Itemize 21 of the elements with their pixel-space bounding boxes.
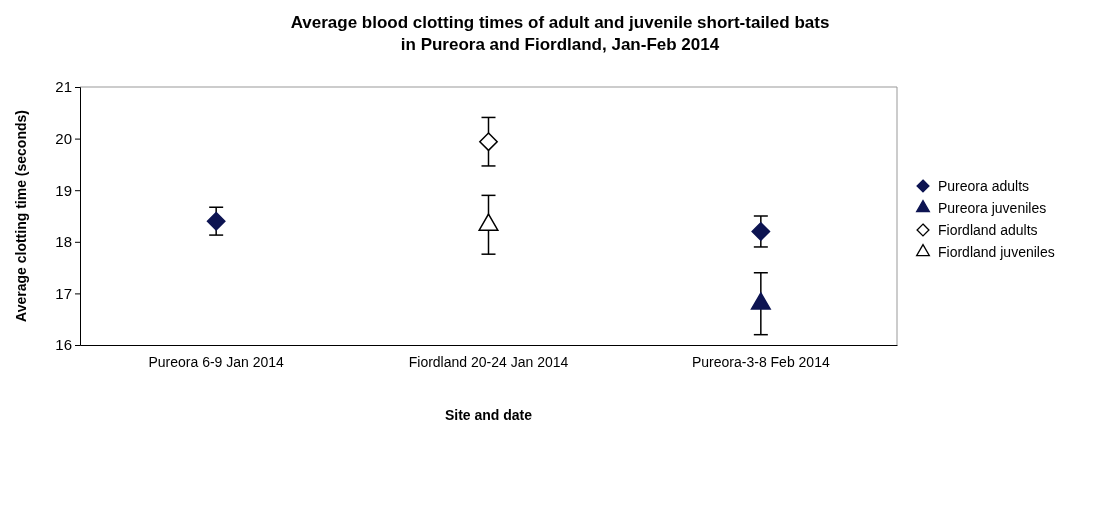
- x-tick-label: Fiordland 20-24 Jan 2014: [408, 353, 569, 370]
- y-tick-label: 17: [55, 284, 72, 302]
- x-tick-label: Pureora 6-9 Jan 2014: [148, 353, 285, 370]
- point: [751, 222, 771, 241]
- legend-label: Pureora adults: [938, 178, 1030, 194]
- y-tick-label: 21: [55, 78, 72, 96]
- point: [478, 213, 499, 231]
- y-tick-label: 16: [55, 336, 72, 354]
- y-tick-label: 20: [55, 129, 72, 147]
- y-tick-label: 18: [55, 233, 72, 251]
- legend-label: Fiordland adults: [938, 222, 1038, 238]
- legend-label: Pureora juveniles: [938, 200, 1047, 216]
- legend-label: Fiordland juveniles: [938, 244, 1055, 260]
- point: [479, 132, 498, 152]
- chart-title: Average blood clotting times of adult and juvenile short-tailed bats in Pureora and Fiordland, Jan-Feb 2014: [290, 13, 830, 54]
- y-tick-label: 19: [55, 181, 72, 199]
- point: [206, 211, 226, 231]
- x-axis-title: Site and date: [444, 407, 533, 423]
- x-tick-label: Pureora-3-8 Feb 2014: [691, 353, 830, 370]
- y-axis-title: Average clotting time (seconds): [13, 110, 29, 322]
- point: [750, 292, 771, 310]
